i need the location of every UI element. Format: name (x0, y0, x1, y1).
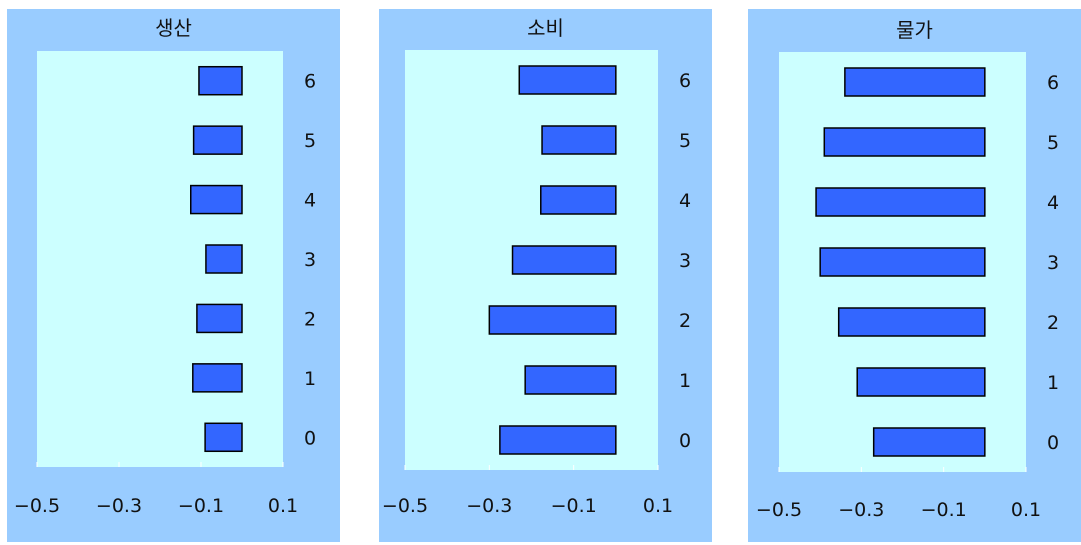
bar-3 (511, 245, 617, 275)
x-tick-label: −0.3 (838, 499, 884, 521)
bar-6 (518, 65, 617, 95)
category-label: 1 (1047, 372, 1059, 394)
category-label: 0 (1047, 432, 1059, 454)
bar-2 (837, 307, 986, 337)
category-label: 2 (679, 310, 691, 332)
bar-6 (198, 65, 243, 96)
chart-title-prices: 물가 (896, 18, 933, 42)
chart-svg-consumption: 소비 −0.5 −0.3 −0.1 0.1 0 1 2 3 4 5 6 (382, 16, 691, 517)
category-label: 0 (679, 430, 691, 452)
category-label: 3 (1047, 252, 1059, 274)
category-label: 0 (304, 427, 316, 449)
x-tick-label: −0.1 (921, 499, 967, 521)
bar-6 (844, 67, 986, 97)
x-tick-label: −0.3 (96, 495, 142, 517)
category-label: 5 (679, 130, 691, 152)
bar-5 (823, 127, 986, 157)
category-label: 4 (304, 190, 316, 212)
category-label: 3 (304, 249, 316, 271)
bar-1 (192, 363, 243, 393)
bar-2 (196, 303, 243, 334)
x-tick-label: −0.5 (14, 495, 60, 517)
category-label: 4 (679, 190, 691, 212)
bar-0 (204, 422, 243, 453)
x-tick-label: −0.5 (756, 499, 802, 521)
chart-svg-prices: 물가 −0.5 −0.3 −0.1 0.1 0 1 2 3 4 5 6 (756, 18, 1059, 521)
bar-4 (540, 185, 617, 215)
bar-4 (815, 187, 986, 217)
category-label: 5 (304, 130, 316, 152)
chart-svg-production: 생산 −0.5 −0.3 −0.1 0.1 0 1 2 3 4 5 6 (14, 16, 316, 517)
bar-0 (872, 427, 986, 457)
x-tick-label: −0.1 (178, 495, 224, 517)
chart-panel-production: 생산 −0.5 −0.3 −0.1 0.1 0 1 2 3 4 5 6 (7, 9, 340, 542)
category-label: 4 (1047, 192, 1059, 214)
chart-panel-prices: 물가 −0.5 −0.3 −0.1 0.1 0 1 2 3 4 5 6 (748, 9, 1081, 542)
chart-panel-consumption: 소비 −0.5 −0.3 −0.1 0.1 0 1 2 3 4 5 6 (379, 9, 712, 542)
chart-title-production: 생산 (155, 16, 192, 40)
bar-5 (192, 125, 243, 155)
category-label: 1 (304, 368, 316, 390)
x-tick-label: 0.1 (268, 495, 298, 517)
category-label: 6 (679, 70, 691, 92)
x-tick-label: −0.3 (466, 495, 512, 517)
bar-3 (205, 244, 243, 274)
category-label: 3 (679, 250, 691, 272)
bar-1 (524, 365, 617, 395)
x-tick-label: 0.1 (643, 495, 673, 517)
category-label: 1 (679, 370, 691, 392)
x-tick-label: −0.5 (382, 495, 428, 517)
bar-1 (856, 367, 986, 397)
x-tick-label: 0.1 (1011, 499, 1041, 521)
bar-5 (541, 125, 617, 155)
category-label: 2 (304, 308, 316, 330)
bar-2 (488, 305, 617, 335)
bar-4 (190, 184, 243, 215)
category-label: 6 (304, 71, 316, 93)
category-label: 5 (1047, 132, 1059, 154)
bar-3 (819, 247, 986, 277)
category-label: 2 (1047, 312, 1059, 334)
chart-title-consumption: 소비 (527, 16, 564, 40)
plot-area-production (37, 51, 283, 467)
category-label: 6 (1047, 72, 1059, 94)
x-tick-label: −0.1 (551, 495, 597, 517)
bar-0 (499, 425, 617, 455)
